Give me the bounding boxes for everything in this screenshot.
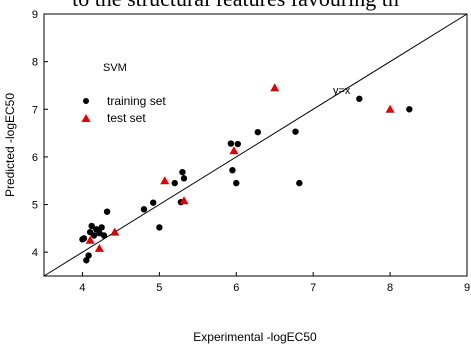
x-tick-label: 8 — [387, 282, 393, 294]
training-point — [227, 140, 235, 147]
training-point — [90, 232, 98, 239]
training-point — [292, 128, 299, 135]
training-point — [229, 167, 236, 174]
document-text-fragment: to the structural features favouring th — [0, 0, 471, 16]
data-points — [79, 83, 413, 264]
training-point — [150, 199, 157, 206]
training-point — [406, 106, 413, 113]
identity-line-annotation: y=x — [333, 85, 351, 97]
model-annotation: SVM — [103, 62, 127, 74]
training-point — [85, 252, 92, 259]
x-tick-label: 6 — [233, 282, 239, 294]
training-point — [83, 257, 90, 264]
x-tick-label: 9 — [464, 282, 470, 294]
test-point — [94, 243, 104, 252]
y-axis-ticks: 4 5 6 7 8 9 — [32, 9, 48, 259]
test-point — [179, 196, 189, 205]
y-tick-label: 5 — [32, 200, 38, 212]
training-point — [254, 128, 262, 136]
x-tick-label: 7 — [310, 282, 316, 294]
y-tick-label: 7 — [32, 104, 38, 116]
training-point — [156, 224, 163, 231]
y-tick-label: 8 — [32, 57, 38, 69]
test-point — [229, 146, 239, 155]
x-axis-label: Experimental -logEC50 — [193, 330, 317, 344]
test-point — [160, 176, 170, 185]
training-point — [179, 168, 186, 176]
y-axis-label: Predicted -logEC50 — [3, 93, 17, 197]
training-point — [80, 235, 88, 242]
training-point — [233, 179, 240, 187]
training-point — [180, 175, 188, 182]
legend: training set test set — [81, 94, 166, 125]
x-tick-label: 4 — [79, 282, 85, 294]
training-point — [88, 222, 95, 230]
x-tick-label: 5 — [156, 282, 162, 294]
training-point — [296, 179, 303, 187]
training-point — [103, 208, 111, 215]
x-axis-ticks: 4 5 6 7 8 9 — [79, 272, 470, 294]
y-tick-label: 6 — [32, 152, 38, 164]
test-point — [270, 83, 280, 92]
y-tick-label: 4 — [32, 247, 38, 259]
training-point — [100, 232, 108, 239]
reference-line — [43, 13, 468, 277]
training-point — [171, 179, 178, 187]
test-point — [110, 227, 120, 236]
training-point — [356, 95, 363, 102]
training-point — [98, 224, 105, 231]
y-tick-label: 9 — [32, 9, 38, 21]
plot-frame — [43, 13, 468, 277]
legend-marker-training — [83, 98, 89, 104]
legend-marker-test — [81, 114, 91, 122]
legend-label-test: test set — [107, 111, 146, 125]
legend-label-training: training set — [107, 94, 166, 108]
training-point — [234, 140, 242, 148]
test-point — [85, 235, 95, 244]
training-point — [140, 206, 148, 213]
test-point — [385, 104, 395, 113]
